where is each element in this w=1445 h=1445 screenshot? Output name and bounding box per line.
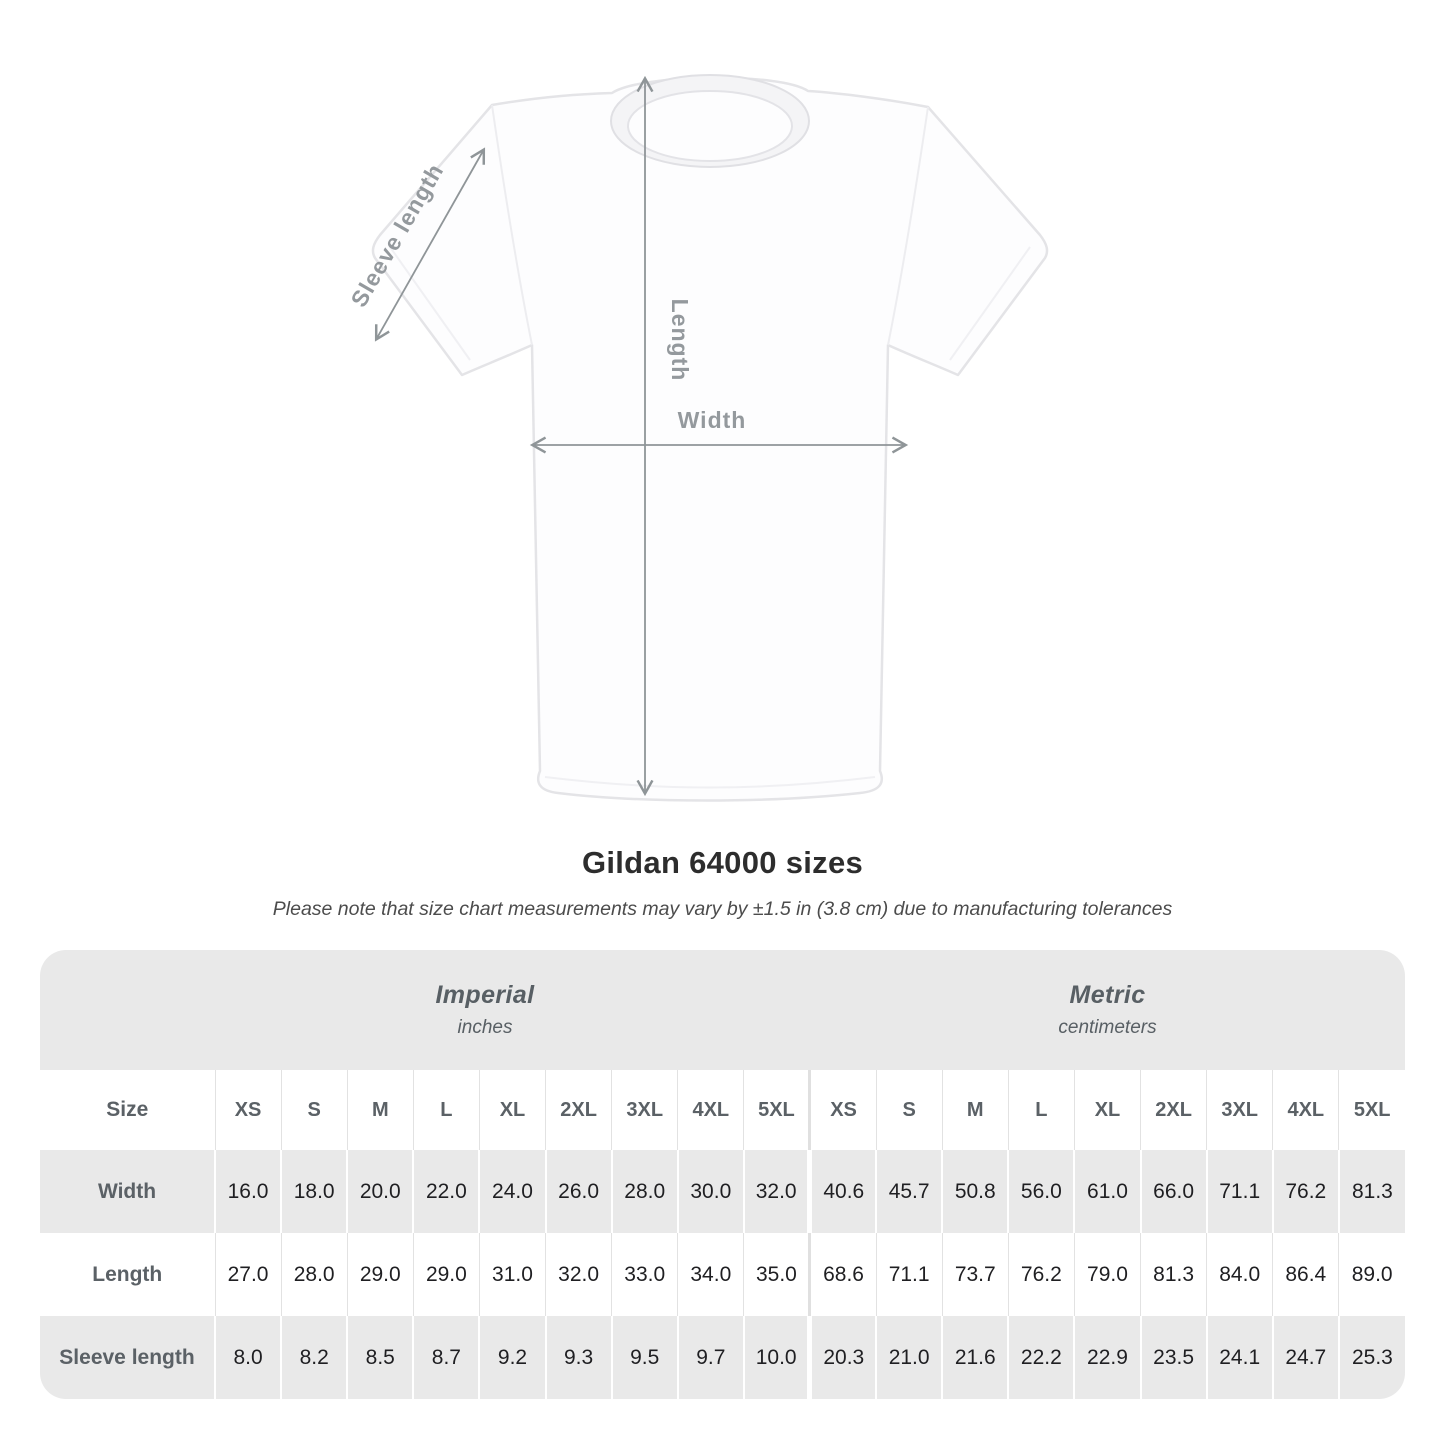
- size-value-cell-imperial: 31.0: [478, 1233, 546, 1316]
- size-column-header-imperial: XS: [214, 1070, 282, 1150]
- size-value-cell-imperial: 9.5: [610, 1316, 678, 1399]
- size-column-header-metric: S: [875, 1070, 943, 1150]
- size-table-body: Size XS S M L XL 2XL 3XL 4XL 5XL XS S M L XL 2XL 3XL 4XL 5…: [40, 1070, 1405, 1399]
- size-value-cell-metric: 24.7: [1271, 1316, 1339, 1399]
- size-value-cell-imperial: 33.0: [611, 1233, 678, 1316]
- size-value-cell-imperial: 9.7: [676, 1316, 744, 1399]
- size-value-cell-imperial: 26.0: [544, 1150, 612, 1233]
- size-value-cell-metric: 76.2: [1271, 1150, 1339, 1233]
- size-table: Size XS S M L XL 2XL 3XL 4XL 5XL XS S M L XL 2XL 3XL 4XL 5…: [40, 1070, 1405, 1399]
- size-value-cell-metric: 22.9: [1073, 1316, 1141, 1399]
- metric-section-header: Metric centimeters: [810, 950, 1405, 1070]
- size-value-cell-imperial: 34.0: [677, 1233, 744, 1316]
- size-column-header-metric: L: [1007, 1070, 1075, 1150]
- size-column-header-metric: 2XL: [1140, 1070, 1207, 1150]
- size-value-cell-metric: 56.0: [1007, 1150, 1075, 1233]
- size-value-cell-metric: 81.3: [1140, 1233, 1207, 1316]
- imperial-title: Imperial: [435, 981, 535, 1009]
- size-value-cell-imperial: 32.0: [545, 1233, 612, 1316]
- size-column-header-metric: M: [941, 1070, 1009, 1150]
- size-value-cell-metric: 71.1: [875, 1233, 943, 1316]
- size-value-cell-metric: 61.0: [1073, 1150, 1141, 1233]
- size-value-cell-metric: 50.8: [941, 1150, 1009, 1233]
- size-header-row: Size XS S M L XL 2XL 3XL 4XL 5XL XS S M L XL 2XL 3XL 4XL 5…: [40, 1070, 1405, 1150]
- unit-header-band: Imperial inches Metric centimeters: [40, 950, 1405, 1070]
- imperial-section-header: Imperial inches: [40, 950, 810, 1070]
- size-value-cell-metric: 21.6: [941, 1316, 1009, 1399]
- size-value-cell-metric: 84.0: [1206, 1233, 1273, 1316]
- size-value-cell-metric: 24.1: [1205, 1316, 1273, 1399]
- size-value-cell-metric: 66.0: [1139, 1150, 1207, 1233]
- size-column-header-metric: XS: [808, 1070, 877, 1150]
- tshirt-silhouette: [371, 74, 1049, 802]
- size-value-cell-imperial: 8.7: [412, 1316, 480, 1399]
- size-value-cell-imperial: 8.0: [213, 1316, 282, 1399]
- size-value-cell-imperial: 18.0: [280, 1150, 348, 1233]
- size-value-cell-imperial: 30.0: [676, 1150, 744, 1233]
- size-column-header-metric: 5XL: [1338, 1070, 1405, 1150]
- size-value-cell-imperial: 22.0: [412, 1150, 480, 1233]
- measurement-row: Width 16.0 18.0 20.0 22.0 24.0 26.0 28.0 30.0 32.…: [40, 1150, 1405, 1233]
- measurement-row-label: Width: [97, 1179, 157, 1203]
- size-column-header-imperial: L: [412, 1070, 480, 1150]
- size-value-cell-metric: 40.6: [807, 1150, 877, 1233]
- size-value-cell-imperial: 9.3: [544, 1316, 612, 1399]
- page-title: Gildan 64000 sizes: [581, 845, 864, 880]
- size-column-header-imperial: M: [346, 1070, 414, 1150]
- size-column-header-imperial: 3XL: [611, 1070, 678, 1150]
- width-label: Width: [678, 407, 747, 433]
- size-value-cell-metric: 22.2: [1007, 1316, 1075, 1399]
- size-value-cell-metric: 23.5: [1139, 1316, 1207, 1399]
- size-corner-header: Size: [106, 1098, 149, 1121]
- size-value-cell-imperial: 8.5: [346, 1316, 414, 1399]
- measurement-row: Length 27.0 28.0 29.0 29.0 31.0 32.0 33.0 34.0 35…: [40, 1233, 1405, 1316]
- size-value-cell-imperial: 20.0: [346, 1150, 414, 1233]
- size-value-cell-metric: 25.3: [1337, 1316, 1405, 1399]
- size-value-cell-imperial: 28.0: [610, 1150, 678, 1233]
- size-value-cell-imperial: 29.0: [412, 1233, 480, 1316]
- size-value-cell-metric: 21.0: [875, 1316, 943, 1399]
- size-column-header-imperial: 4XL: [677, 1070, 744, 1150]
- size-value-cell-imperial: 8.2: [280, 1316, 348, 1399]
- size-chart: Imperial inches Metric centimeters Size X…: [40, 950, 1405, 1399]
- sleeve-length-arrow: [374, 147, 486, 342]
- size-value-cell-metric: 71.1: [1205, 1150, 1273, 1233]
- measurement-row-label: Sleeve length: [59, 1345, 195, 1369]
- size-column-header-imperial: 5XL: [743, 1070, 810, 1150]
- size-value-cell-metric: 76.2: [1007, 1233, 1075, 1316]
- size-value-cell-metric: 86.4: [1272, 1233, 1339, 1316]
- size-value-cell-imperial: 27.0: [214, 1233, 282, 1316]
- metric-unit: centimeters: [1058, 1017, 1157, 1038]
- size-value-cell-imperial: 28.0: [280, 1233, 348, 1316]
- size-value-cell-imperial: 24.0: [478, 1150, 546, 1233]
- size-column-header-imperial: XL: [478, 1070, 546, 1150]
- size-column-header-metric: XL: [1073, 1070, 1141, 1150]
- size-column-header-metric: 4XL: [1272, 1070, 1339, 1150]
- size-value-cell-imperial: 10.0: [742, 1316, 810, 1399]
- size-value-cell-imperial: 35.0: [743, 1233, 810, 1316]
- size-column-header-imperial: S: [280, 1070, 348, 1150]
- metric-title: Metric: [1069, 981, 1146, 1009]
- size-value-cell-metric: 79.0: [1073, 1233, 1141, 1316]
- size-value-cell-metric: 20.3: [807, 1316, 877, 1399]
- size-value-cell-imperial: 16.0: [213, 1150, 282, 1233]
- size-value-cell-metric: 68.6: [808, 1233, 877, 1316]
- size-column-header-imperial: 2XL: [545, 1070, 612, 1150]
- size-value-cell-imperial: 32.0: [742, 1150, 810, 1233]
- size-column-header-metric: 3XL: [1206, 1070, 1273, 1150]
- size-value-cell-imperial: 9.2: [478, 1316, 546, 1399]
- length-label: Length: [667, 299, 693, 382]
- size-value-cell-metric: 81.3: [1337, 1150, 1405, 1233]
- size-value-cell-metric: 89.0: [1338, 1233, 1405, 1316]
- tshirt-graphic: Sleeve length Length Width: [345, 74, 1049, 802]
- measurement-row: Sleeve length 8.0 8.2 8.5 8.7 9.2 9.3 9.5 9.7 10.…: [40, 1316, 1405, 1399]
- size-value-cell-metric: 45.7: [875, 1150, 943, 1233]
- tolerance-note: Please note that size chart measurements…: [272, 898, 1173, 920]
- imperial-unit: inches: [457, 1017, 513, 1038]
- size-value-cell-imperial: 29.0: [346, 1233, 414, 1316]
- size-value-cell-metric: 73.7: [941, 1233, 1009, 1316]
- tshirt-diagram: Sleeve length Length Width: [340, 55, 1070, 820]
- measurement-row-label: Length: [92, 1262, 163, 1286]
